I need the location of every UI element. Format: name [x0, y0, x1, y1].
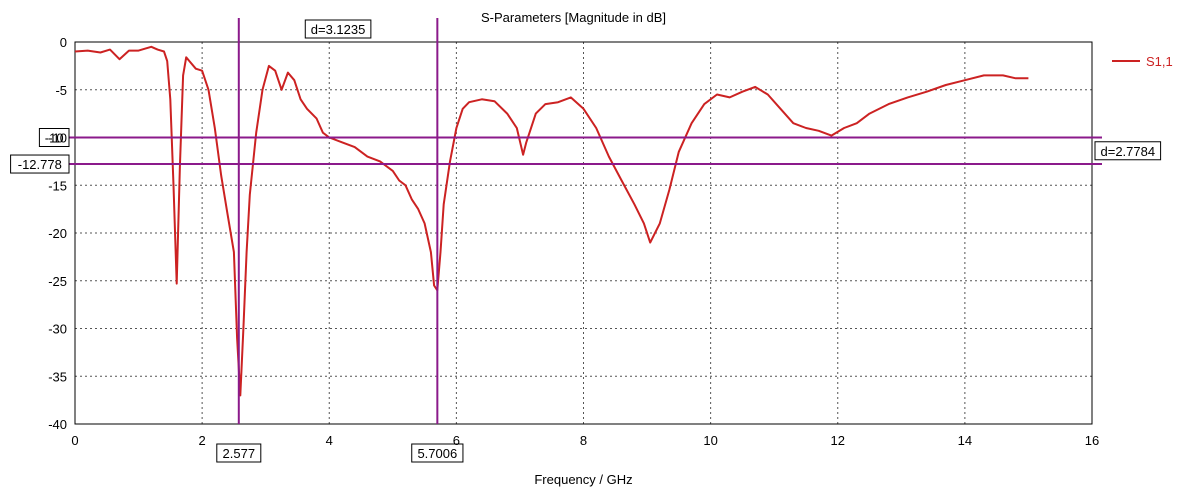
y-tick-label: -35 — [48, 369, 67, 384]
vertical-delta-label: d=3.1235 — [304, 19, 372, 39]
horizontal-delta-label-box — [1094, 141, 1162, 161]
y-tick-label: -40 — [48, 417, 67, 432]
x-axis-label: Frequency / GHz — [534, 472, 632, 487]
horizontal-marker-label-text: -10 — [45, 131, 64, 146]
x-tick-label: 16 — [1085, 433, 1099, 448]
legend: S1,1 — [1112, 54, 1173, 69]
y-tick-label: -20 — [48, 226, 67, 241]
y-tick-label: -25 — [48, 274, 67, 289]
plot-area — [74, 41, 1093, 425]
vertical-delta-label-box — [304, 19, 372, 39]
x-tick-label: 10 — [703, 433, 717, 448]
horizontal-marker-label-text: -12.778 — [18, 157, 62, 172]
marker-layer: 2.577 5.7006 d=3.1235 -10 -12.778 d=2.7784 — [10, 18, 1162, 463]
x-tick-label: 12 — [831, 433, 845, 448]
x-tick-label: 8 — [580, 433, 587, 448]
horizontal-marker-label: -12.778 — [10, 154, 70, 174]
y-tick-label: 0 — [60, 35, 67, 50]
x-tick-label: 0 — [71, 433, 78, 448]
vertical-marker-label-text: 2.577 — [223, 446, 256, 461]
chart-title: S-Parameters [Magnitude in dB] — [481, 10, 666, 25]
series-layer — [74, 45, 1029, 397]
y-tick-label: -10 — [48, 131, 67, 146]
x-tick-label: 2 — [199, 433, 206, 448]
y-tick-label: -5 — [55, 83, 67, 98]
horizontal-delta-label: d=2.7784 — [1094, 141, 1162, 161]
vertical-marker-label: 5.7006 — [411, 443, 464, 463]
vertical-marker-label-box — [411, 443, 464, 463]
tick-labels: 0 2 4 6 8 10 12 14 16 0 -5 -10 -15 -20 -25 -30 -35 -40 — [48, 35, 1099, 448]
grid — [75, 42, 1092, 424]
horizontal-marker-label-box — [38, 128, 70, 147]
vertical-marker-label-box — [216, 443, 262, 463]
vertical-delta-label-text: d=3.1235 — [311, 22, 366, 37]
legend-label-s11: S1,1 — [1146, 54, 1173, 69]
x-tick-label: 4 — [326, 433, 333, 448]
x-tick-label: 14 — [958, 433, 972, 448]
horizontal-marker-label-box — [10, 154, 70, 174]
vertical-marker-label-text: 5.7006 — [417, 446, 457, 461]
horizontal-delta-label-text: d=2.7784 — [1101, 144, 1156, 159]
x-tick-label: 6 — [453, 433, 460, 448]
series-line-s11 — [74, 45, 1029, 397]
vertical-marker-label: 2.577 — [216, 443, 262, 463]
horizontal-marker-label: -10 — [38, 128, 70, 147]
y-tick-label: -30 — [48, 322, 67, 337]
y-tick-label: -15 — [48, 178, 67, 193]
